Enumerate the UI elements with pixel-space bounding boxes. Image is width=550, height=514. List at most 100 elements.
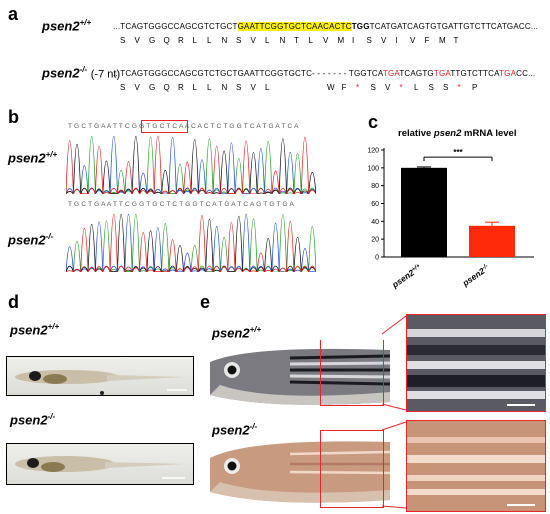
amino-acid: N [279,36,286,45]
significance-label: *** [453,148,463,157]
panel-a-label: a [8,4,19,24]
mut-chromatogram [66,213,316,272]
pam-site: TGG [351,22,370,31]
gene-name: psen2 [42,18,80,34]
genotype-sup: -/- [79,65,88,74]
larva-wt-photo [6,356,194,396]
amino-acid: I [395,36,398,45]
amino-acid: L [192,36,197,45]
gene-name: psen2 [8,150,46,166]
genotype-sup: -/- [249,422,258,431]
amino-acid: L [265,83,270,92]
amino-acid: V [385,83,391,92]
amino-acid: L [192,83,197,92]
chart-title-pre: relative [398,128,434,139]
chromatogram-trace [66,214,316,272]
amino-acid: S [366,36,372,45]
panel-d-label: d [8,292,19,312]
amino-acid: T [453,36,459,45]
y-tick-label: 80 [371,183,379,190]
chart-title-post: mRNA level [461,128,517,139]
panel-e-label: e [200,292,211,312]
grna-target-highlight: GAATTCGGTGCTCAACACTC [237,22,352,31]
larva-tail [105,462,185,468]
genotype-sup: -/- [47,412,56,421]
adult-mut-photo [210,430,390,510]
genotype-wt-label-a: psen2+/+ [42,18,91,33]
wt-dna-sequence: ...TCAGTGGGCCAGCGTCTGCTGAATTCGGTGCTCAACA… [113,22,538,31]
amino-acid: I [352,36,355,45]
stop-codon: TGA [382,69,400,78]
amino-acid: F [424,36,430,45]
larva-body [15,370,119,384]
amino-acid: V [410,36,416,45]
genotype-mut-label-a: psen2-/- (-7 nt) [42,65,120,80]
wt-chromatogram [66,135,316,194]
zoom-box [320,340,384,406]
amino-acid: F [341,83,347,92]
amino-acid: * [399,83,403,92]
gene-name: psen2 [10,412,48,428]
debris-dot [100,391,104,395]
amino-acid: T [294,36,299,45]
amino-acid: R [178,83,184,92]
genotype-mut-label-b: psen2-/- [8,232,53,247]
adult-mut-zoom-photo [406,420,546,512]
gene-name: psen2 [42,65,80,81]
deletion-box [141,120,188,133]
zoom-stripes [407,437,545,495]
genotype-wt-label-b: psen2+/+ [8,150,57,165]
amino-acid: S [120,83,126,92]
y-tick-label: 120 [367,148,379,155]
amino-acid: S [443,83,449,92]
mut-dna-sequence: ...TCAGTGGGCCAGCGTCTGCTGAATTCGGTGCTC- - … [113,69,535,78]
zoom-box [320,430,384,508]
adult-wt-zoom-photo [406,314,546,412]
chart-title-gene: psen2 [433,128,462,139]
amino-acid: L [207,83,212,92]
genotype-sup: +/+ [249,325,262,334]
fish-pupil [227,461,237,471]
amino-acid: G [149,83,156,92]
wt-stripes [289,354,390,386]
connector-line [381,505,407,509]
connector-line [381,315,407,335]
adult-wt-photo [210,340,390,410]
larva-tail [107,375,185,381]
mut-stripes [289,450,390,475]
amino-acid: V [381,36,387,45]
chart-title: relative psen2 mRNA level [398,128,516,139]
chromatogram-trace [66,136,316,194]
fish-belly [210,482,390,503]
amino-acid: S [370,83,376,92]
amino-acid: * [457,83,461,92]
mut-read-letters: T G C T G A A T T C G G T G C T C T G G … [68,201,294,208]
amino-acid: R [178,36,184,45]
panel-c-label: c [368,112,379,132]
connector-line [381,421,407,431]
genotype-sup: +/+ [79,18,92,27]
fish-pupil [227,365,237,375]
amino-acid: S [236,83,242,92]
amino-acid: P [472,83,478,92]
bar [401,167,447,257]
y-tick-label: 40 [371,219,379,226]
amino-acid: L [308,36,313,45]
mut-seq-mid: TTGTCTTCA [450,69,500,78]
wt-read-letters: T G C T G A A T T C G G T G C T C A A C … [68,123,299,130]
amino-acid: V [250,36,256,45]
genotype-sup: +/+ [47,322,60,331]
wt-seq-post: TCATGATCAGTGTGATTGTCTTCATGACC... [369,22,539,31]
amino-acid: Q [163,36,170,45]
amino-acid: N [221,83,228,92]
amino-acid: V [134,36,140,45]
mut-seq-post: CC... [516,69,536,78]
connector-line [381,403,407,411]
larva-body [15,456,115,472]
stop-codon: TGA [433,69,451,78]
amino-acid: V [250,83,256,92]
genotype-sup: -/- [45,232,54,241]
amino-acid: G [149,36,156,45]
